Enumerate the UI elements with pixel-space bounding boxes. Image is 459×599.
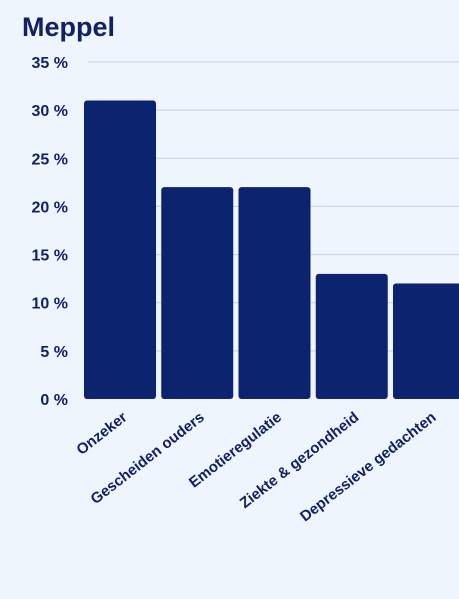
- y-tick-label-0: 0 %: [40, 392, 68, 409]
- x-tick-label-4: Depressieve gedachten: [297, 409, 440, 526]
- y-tick-label-5: 25 %: [32, 151, 68, 168]
- bar-2: [238, 187, 311, 399]
- bar-3: [315, 273, 388, 399]
- bars: [84, 100, 459, 399]
- y-tick-label-3: 15 %: [32, 248, 68, 265]
- y-tick-label-6: 30 %: [32, 103, 68, 120]
- y-tick-label-1: 5 %: [40, 344, 68, 361]
- y-axis-ticks: 0 % 5 % 10 % 15 % 20 % 25 % 30 % 35 %: [32, 55, 68, 409]
- bar-0: [84, 100, 156, 399]
- y-tick-label-7: 35 %: [32, 55, 68, 72]
- bar-1: [161, 187, 234, 399]
- x-tick-label-0: Onzeker: [73, 409, 130, 459]
- bar-4: [393, 283, 459, 399]
- y-tick-label-4: 20 %: [32, 199, 68, 216]
- y-tick-label-2: 10 %: [32, 296, 68, 313]
- chart-title: Meppel: [22, 12, 115, 42]
